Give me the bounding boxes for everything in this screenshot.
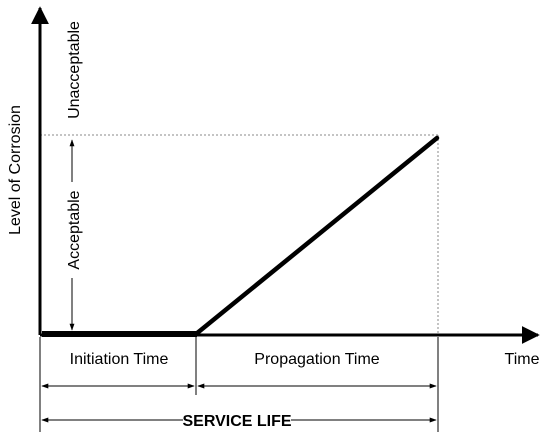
unacceptable-zone-label: Unacceptable [66,21,83,119]
service-life-label: SERVICE LIFE [182,413,291,430]
propagation-phase-line [193,135,440,337]
propagation-time-label: Propagation Time [254,351,380,368]
initiation-time-label: Initiation Time [70,351,169,368]
acceptable-label-mask [62,182,82,278]
y-axis-label: Level of Corrosion [7,105,24,235]
x-axis-label: Time [505,351,540,368]
service-life-label-mask [183,408,291,432]
acceptable-zone-label: Acceptable [66,190,83,269]
